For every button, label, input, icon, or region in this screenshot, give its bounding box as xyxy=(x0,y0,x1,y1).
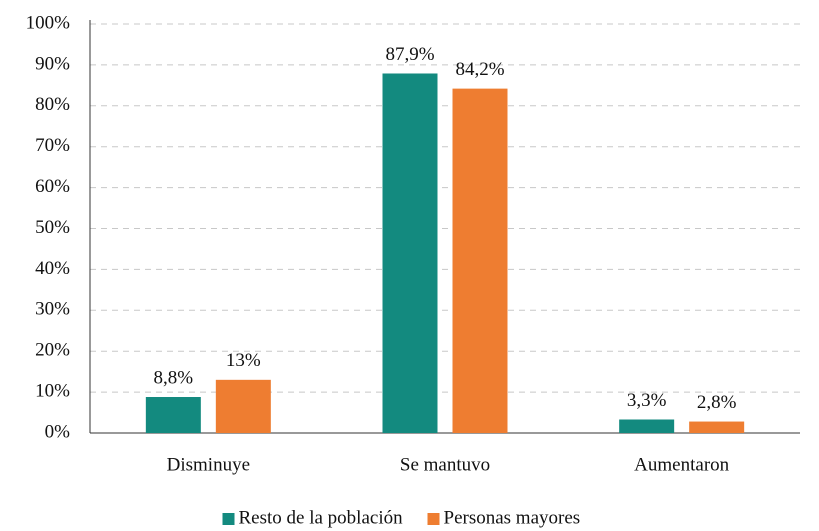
y-tick-label: 10% xyxy=(35,380,70,401)
y-tick-label: 90% xyxy=(35,53,70,74)
bar xyxy=(145,397,201,433)
value-label: 87,9% xyxy=(385,44,434,65)
y-tick-label: 30% xyxy=(35,299,70,320)
y-tick-label: 60% xyxy=(35,176,70,197)
legend-label: Personas mayores xyxy=(444,507,581,528)
value-label: 8,8% xyxy=(154,367,194,388)
y-tick-label: 70% xyxy=(35,135,70,156)
bar xyxy=(382,73,438,433)
bar xyxy=(689,421,745,433)
x-tick-label: Aumentaron xyxy=(634,454,729,475)
y-tick-label: 0% xyxy=(45,421,71,442)
x-tick-label: Se mantuvo xyxy=(400,454,490,475)
legend-label: Resto de la población xyxy=(239,507,404,528)
y-tick-label: 100% xyxy=(26,12,71,33)
bar xyxy=(619,419,675,433)
value-label: 13% xyxy=(226,350,261,371)
x-tick-label: Disminuye xyxy=(167,454,250,475)
value-label: 3,3% xyxy=(627,390,667,411)
legend-swatch xyxy=(222,513,235,525)
value-label: 2,8% xyxy=(697,392,737,413)
y-tick-label: 40% xyxy=(35,258,70,279)
y-tick-label: 80% xyxy=(35,94,70,115)
bar xyxy=(215,379,271,433)
value-label: 84,2% xyxy=(455,59,504,80)
legend-swatch xyxy=(427,513,440,525)
y-tick-label: 20% xyxy=(35,340,70,361)
y-tick-label: 50% xyxy=(35,217,70,238)
bar xyxy=(452,88,508,433)
